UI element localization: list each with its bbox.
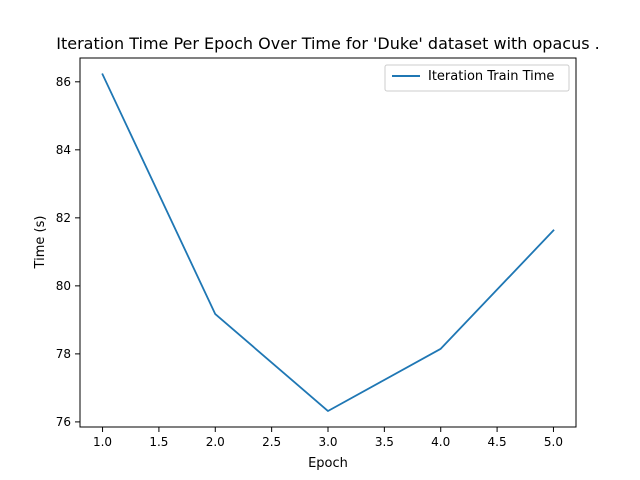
x-tick-label: 1.5 bbox=[149, 435, 168, 449]
x-tick-label: 3.5 bbox=[375, 435, 394, 449]
series-line bbox=[101, 73, 555, 412]
y-axis: 76 78 80 82 84 86 bbox=[56, 75, 80, 429]
x-tick-label: 4.0 bbox=[431, 435, 450, 449]
y-tick-label: 82 bbox=[56, 211, 71, 225]
legend-label: Iteration Train Time bbox=[428, 69, 554, 84]
legend: Iteration Train Time bbox=[384, 64, 570, 92]
y-tick-label: 80 bbox=[56, 279, 71, 293]
series-layer bbox=[101, 73, 555, 412]
plot-area: 1.0 1.5 2.0 2.5 3.0 3.5 4.0 4.5 5.0 76 78 80 82 84 86 bbox=[56, 57, 577, 449]
x-tick-label: 1.0 bbox=[93, 435, 112, 449]
x-tick-label: 4.5 bbox=[488, 435, 507, 449]
y-tick-label: 86 bbox=[56, 75, 71, 89]
y-axis-label: Time (s) bbox=[33, 216, 48, 270]
x-axis-label: Epoch bbox=[308, 456, 348, 471]
x-tick-label: 2.5 bbox=[262, 435, 281, 449]
x-tick-label: 5.0 bbox=[544, 435, 563, 449]
x-tick-label: 3.0 bbox=[318, 435, 337, 449]
y-tick-label: 76 bbox=[56, 415, 71, 429]
y-tick-label: 78 bbox=[56, 347, 71, 361]
x-tick-label: 2.0 bbox=[206, 435, 225, 449]
x-axis: 1.0 1.5 2.0 2.5 3.0 3.5 4.0 4.5 5.0 bbox=[93, 427, 563, 449]
y-tick-label: 84 bbox=[56, 143, 71, 157]
chart-title: Iteration Time Per Epoch Over Time for '… bbox=[56, 34, 599, 53]
legend-box bbox=[384, 64, 570, 92]
